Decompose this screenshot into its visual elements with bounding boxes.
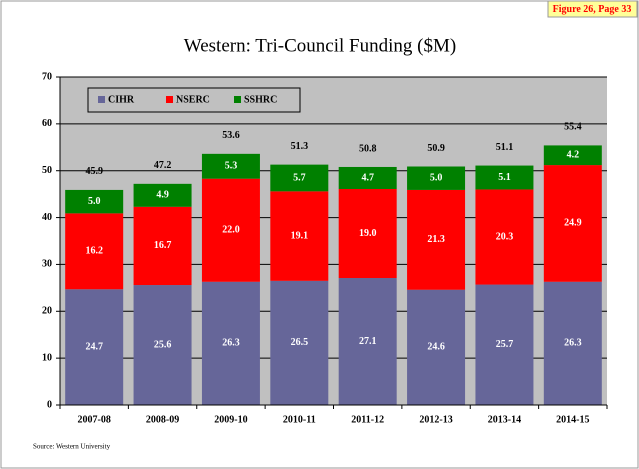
y-tick-label: 70 xyxy=(42,71,52,82)
total-label: 50.9 xyxy=(427,143,445,154)
value-label: 5.3 xyxy=(225,161,238,172)
legend-swatch xyxy=(98,96,105,103)
bar-segment xyxy=(543,145,602,166)
value-label: 16.2 xyxy=(85,246,103,257)
x-tick-label: 2008-09 xyxy=(146,414,179,425)
x-tick-label: 2012-13 xyxy=(419,414,452,425)
y-tick-label: 20 xyxy=(42,306,52,317)
bar-segment xyxy=(338,278,397,405)
value-label: 4.9 xyxy=(156,190,169,201)
value-label: 27.1 xyxy=(359,336,377,347)
bar-segment xyxy=(133,285,192,405)
bar-segment xyxy=(407,166,466,190)
y-tick-label: 50 xyxy=(42,165,52,176)
bar-segment xyxy=(475,284,534,405)
y-tick-label: 60 xyxy=(42,118,52,129)
legend-label: CIHR xyxy=(108,94,135,105)
legend-label: SSHRC xyxy=(244,94,277,105)
value-label: 4.2 xyxy=(567,150,580,161)
badge-box xyxy=(547,0,638,18)
value-label: 19.0 xyxy=(359,228,377,239)
value-label: 19.1 xyxy=(291,230,309,241)
bar-segment xyxy=(270,191,329,281)
value-label: 22.0 xyxy=(222,225,240,236)
value-label: 5.0 xyxy=(430,173,443,184)
bar-segment xyxy=(407,189,466,290)
value-label: 26.5 xyxy=(291,337,309,348)
legend-swatch xyxy=(166,96,173,103)
bar-segment xyxy=(65,289,124,405)
legend-label: NSERC xyxy=(176,94,210,105)
value-label: 26.3 xyxy=(564,338,582,349)
x-tick-label: 2011-12 xyxy=(351,414,384,425)
x-tick-label: 2014-15 xyxy=(556,414,589,425)
total-label: 47.2 xyxy=(154,160,172,171)
value-label: 5.7 xyxy=(293,172,306,183)
x-tick-label: 2007-08 xyxy=(78,414,111,425)
total-label: 51.3 xyxy=(291,141,309,152)
value-label: 5.1 xyxy=(498,172,511,183)
bar-segment xyxy=(338,166,397,189)
bar-segment xyxy=(201,178,260,282)
value-label: 25.6 xyxy=(154,339,172,350)
y-tick-label: 10 xyxy=(42,352,52,363)
x-tick-label: 2009-10 xyxy=(214,414,247,425)
bar-segment xyxy=(133,183,192,207)
bar-segment xyxy=(201,281,260,405)
value-label: 26.3 xyxy=(222,338,240,349)
chart-title: Western: Tri-Council Funding ($M) xyxy=(184,35,456,56)
value-label: 21.3 xyxy=(427,234,445,245)
y-tick-label: 30 xyxy=(42,259,52,270)
bar-segment xyxy=(201,153,260,179)
value-label: 24.7 xyxy=(85,341,103,352)
bar-segment xyxy=(338,188,397,279)
value-label: 24.6 xyxy=(427,342,445,353)
value-label: 16.7 xyxy=(154,240,172,251)
value-label: 24.9 xyxy=(564,218,582,229)
bar-segment xyxy=(270,280,329,405)
bar-segment xyxy=(65,213,124,290)
bar-segment xyxy=(407,289,466,405)
bar-segment xyxy=(133,206,192,286)
y-tick-label: 0 xyxy=(47,399,52,410)
bar-segment xyxy=(475,165,534,190)
legend-box xyxy=(87,87,301,113)
bar-segment xyxy=(270,164,329,192)
value-label: 25.7 xyxy=(496,339,514,350)
total-label: 53.6 xyxy=(222,130,240,141)
y-tick-label: 40 xyxy=(42,212,52,223)
legend-swatch xyxy=(234,96,241,103)
value-label: 4.7 xyxy=(361,172,374,183)
x-tick-label: 2013-14 xyxy=(488,414,521,425)
total-label: 51.1 xyxy=(496,142,514,153)
total-label: 55.4 xyxy=(564,122,582,133)
total-label: 45.9 xyxy=(85,166,103,177)
bar-segment xyxy=(543,281,602,405)
value-label: 20.3 xyxy=(496,231,514,242)
total-label: 50.8 xyxy=(359,143,377,154)
bar-segment xyxy=(475,189,534,285)
bar-segment xyxy=(543,165,602,282)
badge: Figure 26, Page 33 xyxy=(553,4,632,15)
x-tick-label: 2010-11 xyxy=(283,414,316,425)
bar-segment xyxy=(65,189,124,214)
value-label: 5.0 xyxy=(88,196,101,207)
source: Source: Western University xyxy=(33,443,111,451)
